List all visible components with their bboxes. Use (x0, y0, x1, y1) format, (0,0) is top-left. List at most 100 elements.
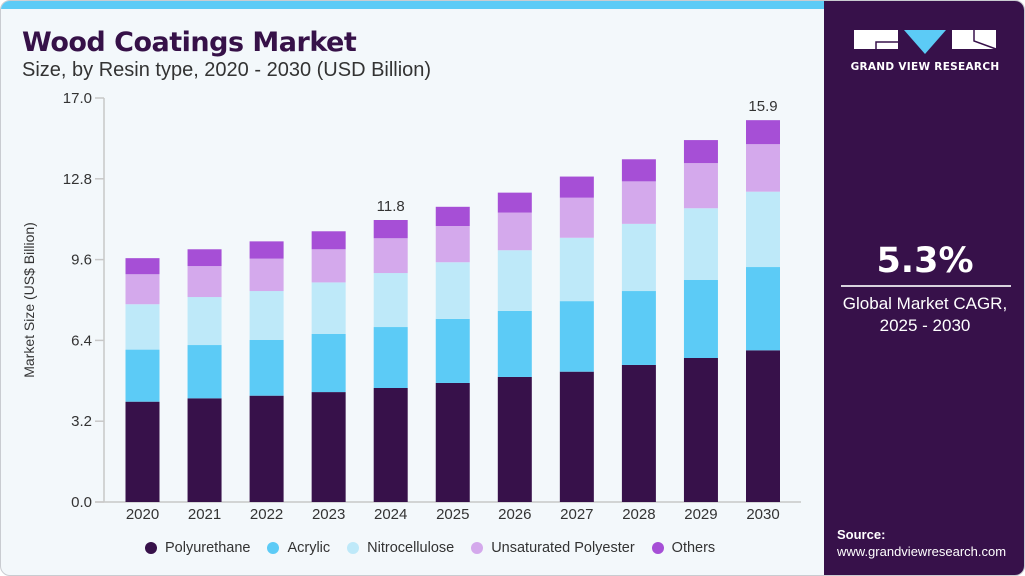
bar-segment-unsaturated-polyester (125, 274, 160, 305)
bar-segment-polyurethane (249, 395, 284, 502)
bar-segment-nitrocellulose (373, 273, 408, 328)
bar-segment-others (746, 120, 780, 145)
bar-segment-others (125, 258, 160, 275)
grand-view-research-logo (854, 30, 997, 54)
legend-item: Acrylic (267, 540, 330, 556)
chart-title: Wood Coatings Market (22, 27, 357, 58)
data-label: 15.9 (748, 98, 777, 115)
legend-swatch (267, 542, 280, 554)
legend-swatch (651, 542, 664, 554)
chart-subtitle: Size, by Resin type, 2020 - 2030 (USD Bi… (22, 59, 432, 81)
bar-segment-nitrocellulose (249, 291, 284, 340)
y-tick-label: 0.0 (71, 494, 92, 511)
bar-segment-polyurethane (373, 388, 408, 502)
x-tick-label: 2022 (250, 506, 283, 523)
bar-segment-polyurethane (683, 358, 718, 502)
y-tick-label: 9.6 (71, 252, 92, 269)
x-tick-label: 2025 (436, 506, 469, 523)
bar-segment-acrylic (249, 340, 284, 396)
bar-segment-others (683, 140, 718, 164)
bar-segment-polyurethane (311, 392, 346, 502)
x-tick-label: 2023 (312, 506, 345, 523)
legend-label: Unsaturated Polyester (491, 540, 635, 556)
legend-swatch (471, 542, 484, 554)
y-axis-label: Market Size (US$ Billion) (21, 222, 37, 378)
source-heading: Source: (837, 527, 886, 542)
x-tick-label: 2029 (684, 506, 717, 523)
y-tick-labels: 0.0 3.2 6.4 9.6 12.8 17.0 (63, 90, 104, 511)
source-link[interactable]: www.grandviewresearch.com (837, 544, 1007, 559)
legend-label: Polyurethane (165, 540, 251, 556)
bar-segment-polyurethane (187, 398, 222, 502)
bar-segment-others (497, 192, 532, 213)
brand-panel: GRAND VIEW RESEARCH 5.3% Global Market C… (824, 1, 1024, 575)
y-tick-label: 12.8 (63, 171, 92, 188)
bar-segment-unsaturated-polyester (435, 226, 470, 263)
bar-segment-others (621, 159, 656, 182)
legend-label: Acrylic (287, 540, 331, 556)
bar-segment-polyurethane (559, 371, 594, 502)
brand-name: GRAND VIEW RESEARCH (850, 61, 1000, 73)
bar-segment-acrylic (559, 301, 594, 372)
bar-segment-unsaturated-polyester (746, 144, 780, 192)
legend-item: Others (651, 540, 715, 556)
bars (125, 120, 780, 502)
bar-segment-others (311, 231, 346, 250)
cagr-label-line2: 2025 - 2030 (879, 316, 971, 335)
legend-item: Unsaturated Polyester (471, 540, 635, 556)
bar-segment-acrylic (683, 280, 718, 358)
bar-segment-unsaturated-polyester (497, 212, 532, 251)
x-tick-label: 2027 (560, 506, 593, 523)
legend-item: Nitrocellulose (347, 540, 454, 556)
cagr-value: 5.3% (876, 241, 974, 281)
x-tick-label: 2021 (188, 506, 221, 523)
bar-segment-acrylic (746, 267, 780, 351)
legend: Polyurethane Acrylic Nitrocellulose Unsatur… (145, 540, 732, 556)
x-tick-label: 2020 (126, 506, 159, 523)
legend-label: Nitrocellulose (367, 540, 455, 556)
bar-segment-polyurethane (621, 364, 656, 502)
legend-swatch (347, 542, 360, 554)
bar-segment-others (559, 176, 594, 198)
y-tick-label: 17.0 (63, 90, 92, 107)
bar-segment-acrylic (187, 345, 222, 399)
cagr-label-line1: Global Market CAGR, (842, 294, 1008, 313)
bar-segment-polyurethane (435, 382, 470, 502)
bar-segment-unsaturated-polyester (373, 238, 408, 274)
bar-segment-nitrocellulose (125, 304, 160, 350)
y-tick-label: 6.4 (71, 332, 92, 349)
bar-segment-acrylic (311, 334, 346, 393)
x-tick-label: 2024 (374, 506, 407, 523)
bar-segment-unsaturated-polyester (621, 181, 656, 224)
bar-segment-nitrocellulose (187, 297, 222, 346)
bar-segment-others (435, 206, 470, 226)
bar-segment-acrylic (373, 327, 408, 388)
bar-segment-unsaturated-polyester (311, 249, 346, 283)
bar-segment-acrylic (125, 349, 160, 402)
bar-segment-polyurethane (746, 350, 780, 502)
bar-segment-nitrocellulose (746, 191, 780, 268)
cagr-divider (841, 285, 1011, 287)
x-tick-label: 2030 (746, 506, 779, 523)
cagr-label: Global Market CAGR, 2025 - 2030 (824, 293, 1024, 337)
bar-segment-polyurethane (497, 376, 532, 502)
x-tick-label: 2028 (622, 506, 655, 523)
bar-segment-unsaturated-polyester (683, 163, 718, 209)
legend-item: Polyurethane (145, 540, 250, 556)
bar-segment-others (373, 220, 408, 239)
bar-segment-unsaturated-polyester (187, 266, 222, 298)
bar-segment-unsaturated-polyester (249, 258, 284, 292)
bar-segment-polyurethane (125, 401, 160, 502)
bar-segment-nitrocellulose (497, 250, 532, 311)
bar-segment-acrylic (497, 310, 532, 377)
bar-segment-nitrocellulose (311, 282, 346, 334)
bar-segment-nitrocellulose (621, 223, 656, 292)
bar-segment-others (187, 249, 222, 267)
bar-segment-acrylic (435, 318, 470, 383)
x-tick-labels: 2020 2021 2022 2023 2024 2025 2026 2027 2028 2029… (126, 506, 780, 523)
bar-segment-others (249, 241, 284, 259)
stacked-bar-chart: Market Size (US$ Billion) 2020 2021 2022 20… (21, 90, 801, 523)
bar-segment-unsaturated-polyester (559, 197, 594, 238)
y-tick-label: 3.2 (71, 413, 92, 430)
